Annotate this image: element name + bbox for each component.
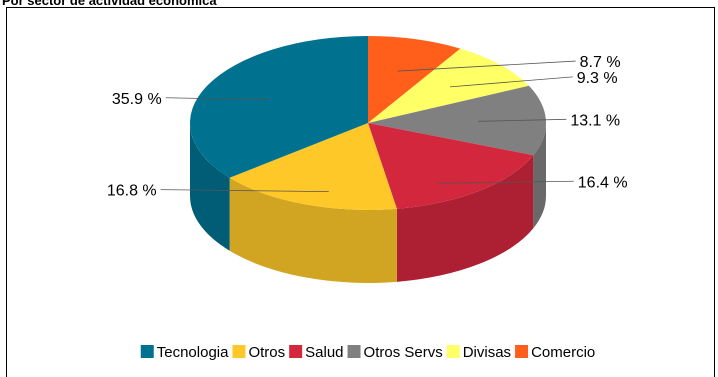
- slice-label-divisas: 9.3 %: [577, 70, 618, 87]
- legend: Tecnologia Otros Salud Otros Servs Divisas Co…: [140, 344, 595, 361]
- leader-line-otros-servs: [478, 118, 567, 122]
- legend-swatch-tecnologia: [140, 345, 154, 358]
- legend-swatch-otros: [232, 345, 246, 358]
- slice-labels: 8.7 %9.3 % 13.1 % 16.4 % 16.8 % 35.9 %: [107, 54, 628, 200]
- legend-item-tecnologia: Tecnologia: [140, 344, 229, 361]
- slice-top-otros-servs: [368, 85, 546, 156]
- legend-swatch-divisas: [446, 345, 460, 358]
- slice-top-tecnologia: [189, 36, 368, 178]
- legend-item-otros-servs: Otros Servs: [347, 344, 443, 361]
- slice-top-divisas: [368, 48, 529, 123]
- slice-top-otros: [229, 123, 397, 210]
- slice-label-otros: 16.8 %: [107, 183, 157, 200]
- legend-label-salud: Salud: [305, 344, 343, 361]
- legend-item-salud: Salud: [289, 344, 344, 361]
- pie-tops: [189, 36, 546, 210]
- leader-line-salud: [437, 180, 574, 184]
- slice-side-otros-servs: [533, 123, 546, 229]
- slice-label-otros-servs: 13.1 %: [570, 112, 620, 129]
- legend-label-otros-servs: Otros Servs: [364, 344, 443, 361]
- legend-label-otros: Otros: [248, 344, 285, 361]
- leader-line-divisas: [449, 76, 573, 88]
- legend-label-tecnologia: Tecnologia: [157, 344, 229, 361]
- legend-item-divisas: Divisas: [446, 344, 511, 361]
- leader-line-comercio: [397, 60, 576, 72]
- pie-sides: [190, 123, 546, 284]
- slice-top-salud: [368, 123, 534, 209]
- legend-label-comercio: Comercio: [531, 344, 595, 361]
- slice-label-comercio: 8.7 %: [580, 54, 621, 71]
- leader-lines: [160, 60, 576, 193]
- slice-label-salud: 16.4 %: [578, 174, 628, 191]
- legend-swatch-salud: [289, 345, 303, 358]
- slice-side-otros: [229, 177, 397, 284]
- slice-side-salud: [396, 155, 534, 282]
- chart-title: Por sector de actividad económica: [2, 0, 217, 8]
- leader-line-tecnologia: [165, 97, 269, 101]
- pie-chart: 8.7 %9.3 % 13.1 % 16.4 % 16.8 % 35.9 % Tecno…: [107, 36, 628, 361]
- slice-side-tecnologia: [190, 123, 230, 251]
- legend-swatch-otros-servs: [347, 345, 361, 358]
- slice-label-tecnologia: 35.9 %: [112, 91, 162, 108]
- legend-label-divisas: Divisas: [463, 344, 511, 361]
- slice-top-comercio: [368, 36, 461, 123]
- legend-swatch-comercio: [515, 345, 529, 358]
- leader-line-otros: [160, 189, 329, 193]
- legend-item-otros: Otros: [232, 344, 285, 361]
- legend-item-comercio: Comercio: [515, 344, 595, 361]
